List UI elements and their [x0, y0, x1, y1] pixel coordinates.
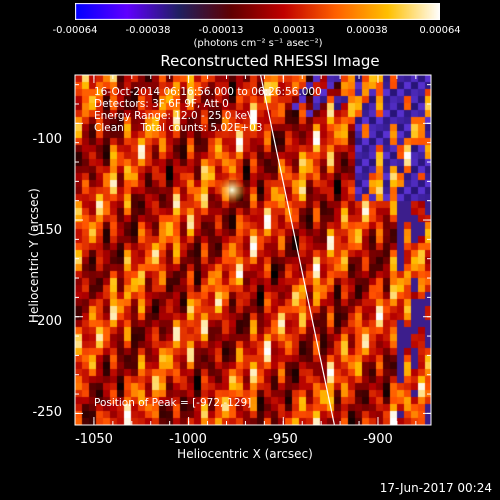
colorbar-tick: 0.00013 — [273, 25, 315, 36]
colorbar-unit-label: (photons cm⁻² s⁻¹ asec⁻²) — [193, 38, 323, 49]
x-tick-label: -1000 — [169, 432, 207, 447]
annotation-time-range: 16-Oct-2014 06:16:56.000 to 06:26:56.000 — [94, 86, 322, 98]
y-axis-label: Heliocentric Y (arcsec) — [27, 188, 41, 323]
annotation-peak-position: Position of Peak = [-972,-129] — [94, 397, 252, 409]
plot-frame — [74, 74, 432, 426]
annotation-detectors: Detectors: 3F 6F 9F, Att 0 — [94, 98, 229, 110]
heatmap-image — [75, 75, 431, 425]
chart-title: Reconstructed RHESSI Image — [160, 52, 380, 70]
annotation-clean-counts: Clean Total counts: 5.02E+03 — [94, 122, 263, 134]
colorbar-tick: -0.00064 — [52, 25, 98, 36]
y-tick-label: -200 — [32, 314, 62, 329]
y-tick-label: -250 — [32, 405, 62, 420]
x-axis-label: Heliocentric X (arcsec) — [177, 447, 313, 461]
colorbar-tick: 0.00064 — [419, 25, 461, 36]
solar-limb-line — [259, 74, 336, 426]
y-tick-label: -150 — [32, 223, 62, 238]
colorbar-tick: 0.00038 — [346, 25, 388, 36]
x-tick-label: -950 — [268, 432, 298, 447]
annotation-energy-range: Energy Range: 12.0 - 25.0 keV — [94, 110, 255, 122]
x-tick-label: -1050 — [75, 432, 113, 447]
x-tick-label: -900 — [363, 432, 393, 447]
colorbar-tick: -0.00013 — [198, 25, 244, 36]
footer-timestamp: 17-Jun-2017 00:24 — [379, 481, 492, 495]
y-tick-label: -100 — [32, 132, 62, 147]
colorbar-tick: -0.00038 — [125, 25, 171, 36]
colorbar — [75, 3, 440, 20]
